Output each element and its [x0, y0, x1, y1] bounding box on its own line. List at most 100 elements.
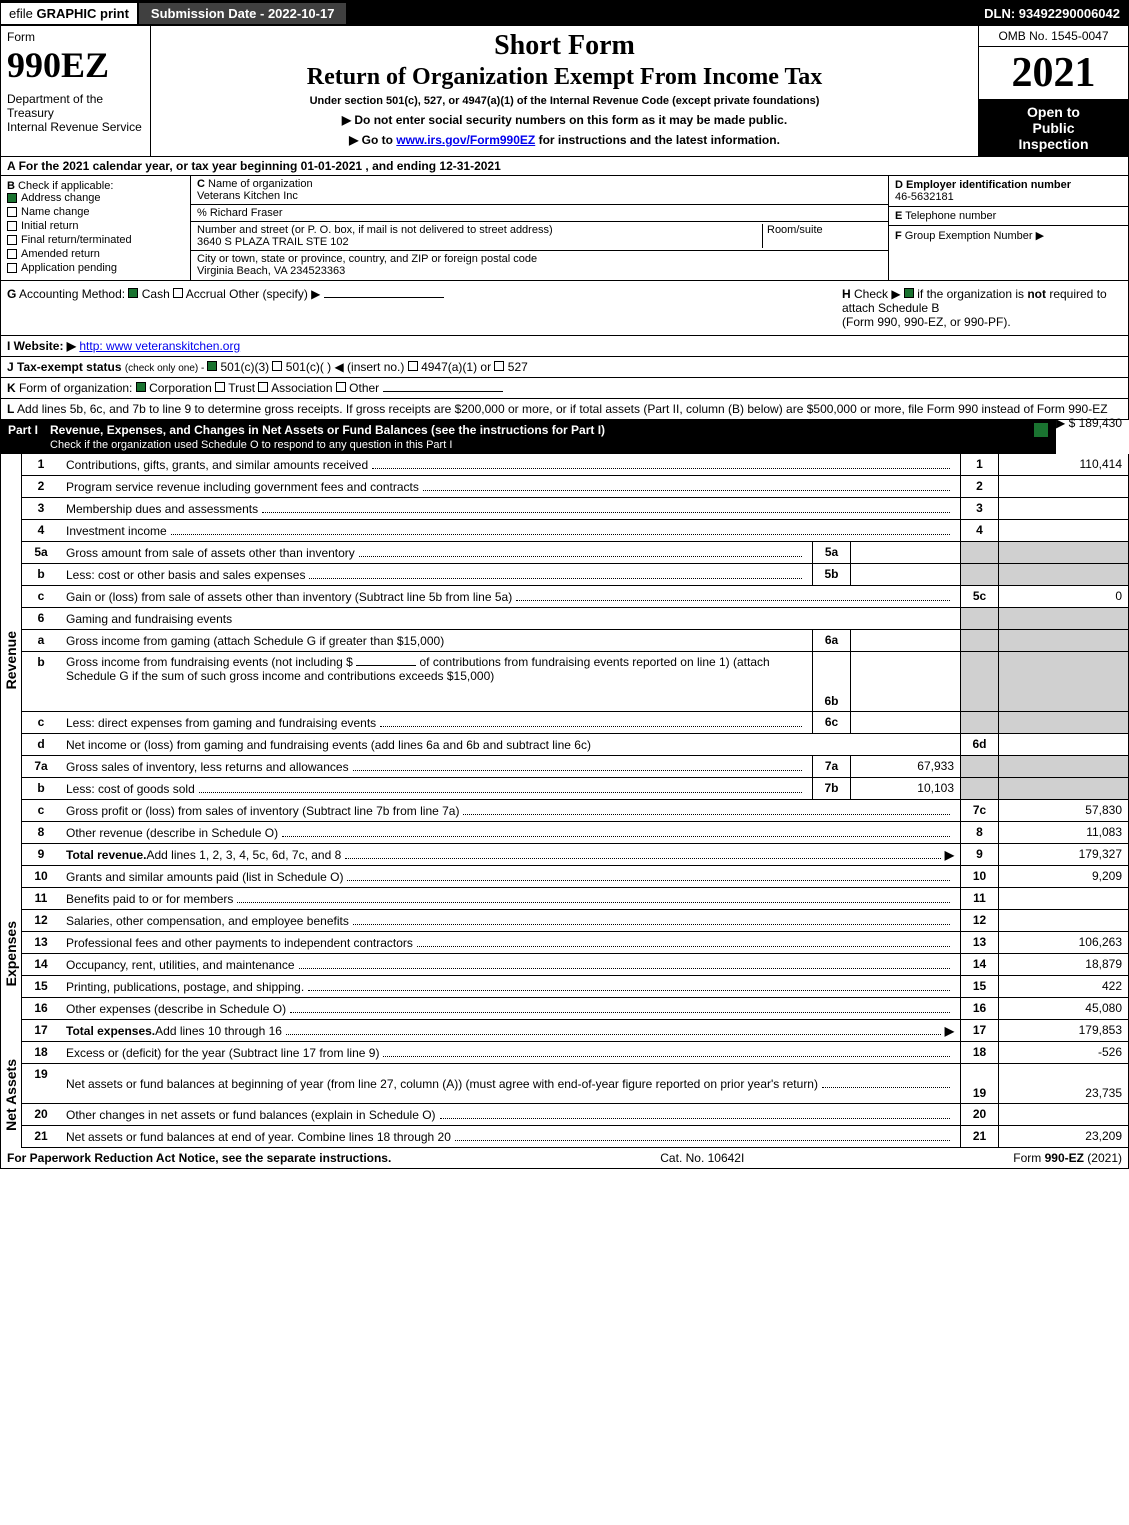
line-num: 19 [22, 1064, 60, 1103]
tax-exempt-row: J Tax-exempt status (check only one) - 5… [0, 357, 1129, 378]
assoc-label: Association [268, 381, 335, 395]
efile-print[interactable]: print [100, 6, 129, 21]
line-6a: a Gross income from gaming (attach Sched… [22, 630, 1129, 652]
ein-value: 46-5632181 [895, 191, 954, 203]
other-checkbox[interactable] [336, 382, 346, 392]
checkbox-icon[interactable] [7, 249, 17, 259]
line-snum: 6c [812, 712, 850, 733]
checkbox-icon[interactable] [7, 207, 17, 217]
grey-cell [998, 778, 1128, 799]
checkbox-icon[interactable] [7, 193, 17, 203]
line-rnum: 7c [960, 800, 998, 821]
4947-checkbox[interactable] [408, 361, 418, 371]
line-num: 6 [22, 608, 60, 629]
line-snum: 5b [812, 564, 850, 585]
501c-checkbox[interactable] [272, 361, 282, 371]
top-bar: efile GRAPHIC print Submission Date - 20… [0, 0, 1129, 26]
line-num: 10 [22, 866, 60, 887]
line-val: 23,209 [998, 1126, 1128, 1147]
line-num: 12 [22, 910, 60, 931]
letter-d: D [895, 179, 903, 191]
desc-text: Gaming and fundraising events [66, 612, 232, 626]
cash-checkbox[interactable] [128, 288, 138, 298]
line-5c: c Gain or (loss) from sale of assets oth… [22, 586, 1129, 608]
addr-value: 3640 S PLAZA TRAIL STE 102 [197, 236, 349, 248]
line-sval: 10,103 [850, 778, 960, 799]
line-desc: Net assets or fund balances at beginning… [60, 1064, 960, 1103]
checkbox-icon[interactable] [7, 263, 17, 273]
accrual-label: Accrual Other (specify) ▶ [183, 287, 320, 301]
line-6c: c Less: direct expenses from gaming and … [22, 712, 1129, 734]
line-13: 13 Professional fees and other payments … [22, 932, 1129, 954]
cb-amended-return: Amended return [7, 248, 184, 260]
addr-label: Number and street (or P. O. box, if mail… [197, 224, 553, 236]
trust-checkbox[interactable] [215, 382, 225, 392]
part1-check-icon[interactable] [1034, 423, 1048, 437]
line-21: 21 Net assets or fund balances at end of… [22, 1126, 1129, 1148]
527-checkbox[interactable] [494, 361, 504, 371]
section-note: Under section 501(c), 527, or 4947(a)(1)… [159, 95, 970, 107]
instr-1: ▶ Do not enter social security numbers o… [159, 113, 970, 127]
line-rnum: 17 [960, 1020, 998, 1041]
corp-checkbox[interactable] [136, 382, 146, 392]
grey-cell [960, 712, 998, 733]
part1-title: Revenue, Expenses, and Changes in Net As… [50, 423, 1034, 451]
line-10: 10 Grants and similar amounts paid (list… [22, 866, 1129, 888]
address-row: Number and street (or P. O. box, if mail… [191, 222, 888, 251]
letter-j: J Tax-exempt status [7, 360, 122, 374]
line-num: 3 [22, 498, 60, 519]
line-7b: b Less: cost of goods sold 7b 10,103 [22, 778, 1129, 800]
desc-text: Other changes in net assets or fund bala… [66, 1108, 436, 1122]
desc-text: Benefits paid to or for members [66, 892, 233, 906]
line-5b: b Less: cost or other basis and sales ex… [22, 564, 1129, 586]
line-snum: 5a [812, 542, 850, 563]
accrual-checkbox[interactable] [173, 288, 183, 298]
line-desc: Excess or (deficit) for the year (Subtra… [60, 1042, 960, 1063]
line-desc: Gaming and fundraising events [60, 608, 960, 629]
dln: DLN: 93492290006042 [976, 3, 1128, 24]
line-snum: 6b [812, 652, 850, 711]
efile-segment: efile GRAPHIC print [1, 3, 137, 24]
line-desc: Less: cost or other basis and sales expe… [60, 564, 812, 585]
grey-cell [998, 652, 1128, 711]
line-num: 21 [22, 1126, 60, 1147]
line-desc: Total expenses. Add lines 10 through 16▶ [60, 1020, 960, 1041]
527-label: 527 [504, 360, 527, 374]
efile-text: efile [9, 6, 36, 21]
accounting-row: G Accounting Method: Cash Accrual Other … [0, 281, 1129, 336]
netassets-side-text: Net Assets [3, 1059, 19, 1131]
line-num: c [22, 800, 60, 821]
top-bar-left: efile GRAPHIC print Submission Date - 20… [1, 3, 348, 24]
line-desc: Gross income from gaming (attach Schedul… [60, 630, 812, 651]
line-snum: 7b [812, 778, 850, 799]
line-desc: Printing, publications, postage, and shi… [60, 976, 960, 997]
grey-cell [960, 756, 998, 777]
cb-initial-return: Initial return [7, 220, 184, 232]
ein-cell: D Employer identification number 46-5632… [889, 176, 1128, 207]
line-val [998, 498, 1128, 519]
revenue-side-text: Revenue [3, 631, 19, 689]
desc-text: Investment income [66, 524, 167, 538]
irs-link[interactable]: www.irs.gov/Form990EZ [396, 133, 535, 147]
website-link[interactable]: http: www veteranskitchen.org [79, 339, 240, 353]
line-desc: Other revenue (describe in Schedule O) [60, 822, 960, 843]
line-rnum: 12 [960, 910, 998, 931]
other-label: Other [346, 381, 379, 395]
h-checkbox[interactable] [904, 288, 914, 298]
checkbox-icon[interactable] [7, 221, 17, 231]
501c-label: 501(c)( ) ◀ (insert no.) [282, 360, 407, 374]
line-num: 1 [22, 454, 60, 475]
501c3-checkbox[interactable] [207, 361, 217, 371]
assoc-checkbox[interactable] [258, 382, 268, 392]
checkbox-icon[interactable] [7, 235, 17, 245]
line-num: b [22, 778, 60, 799]
line-num: 4 [22, 520, 60, 541]
line-val: 179,327 [998, 844, 1128, 865]
line-val: 57,830 [998, 800, 1128, 821]
care-of: % Richard Fraser [197, 207, 283, 219]
tax-year: 2021 [979, 47, 1128, 100]
4947-label: 4947(a)(1) or [418, 360, 495, 374]
line-num: 18 [22, 1042, 60, 1063]
line-desc: Other changes in net assets or fund bala… [60, 1104, 960, 1125]
desc-text: Professional fees and other payments to … [66, 936, 413, 950]
